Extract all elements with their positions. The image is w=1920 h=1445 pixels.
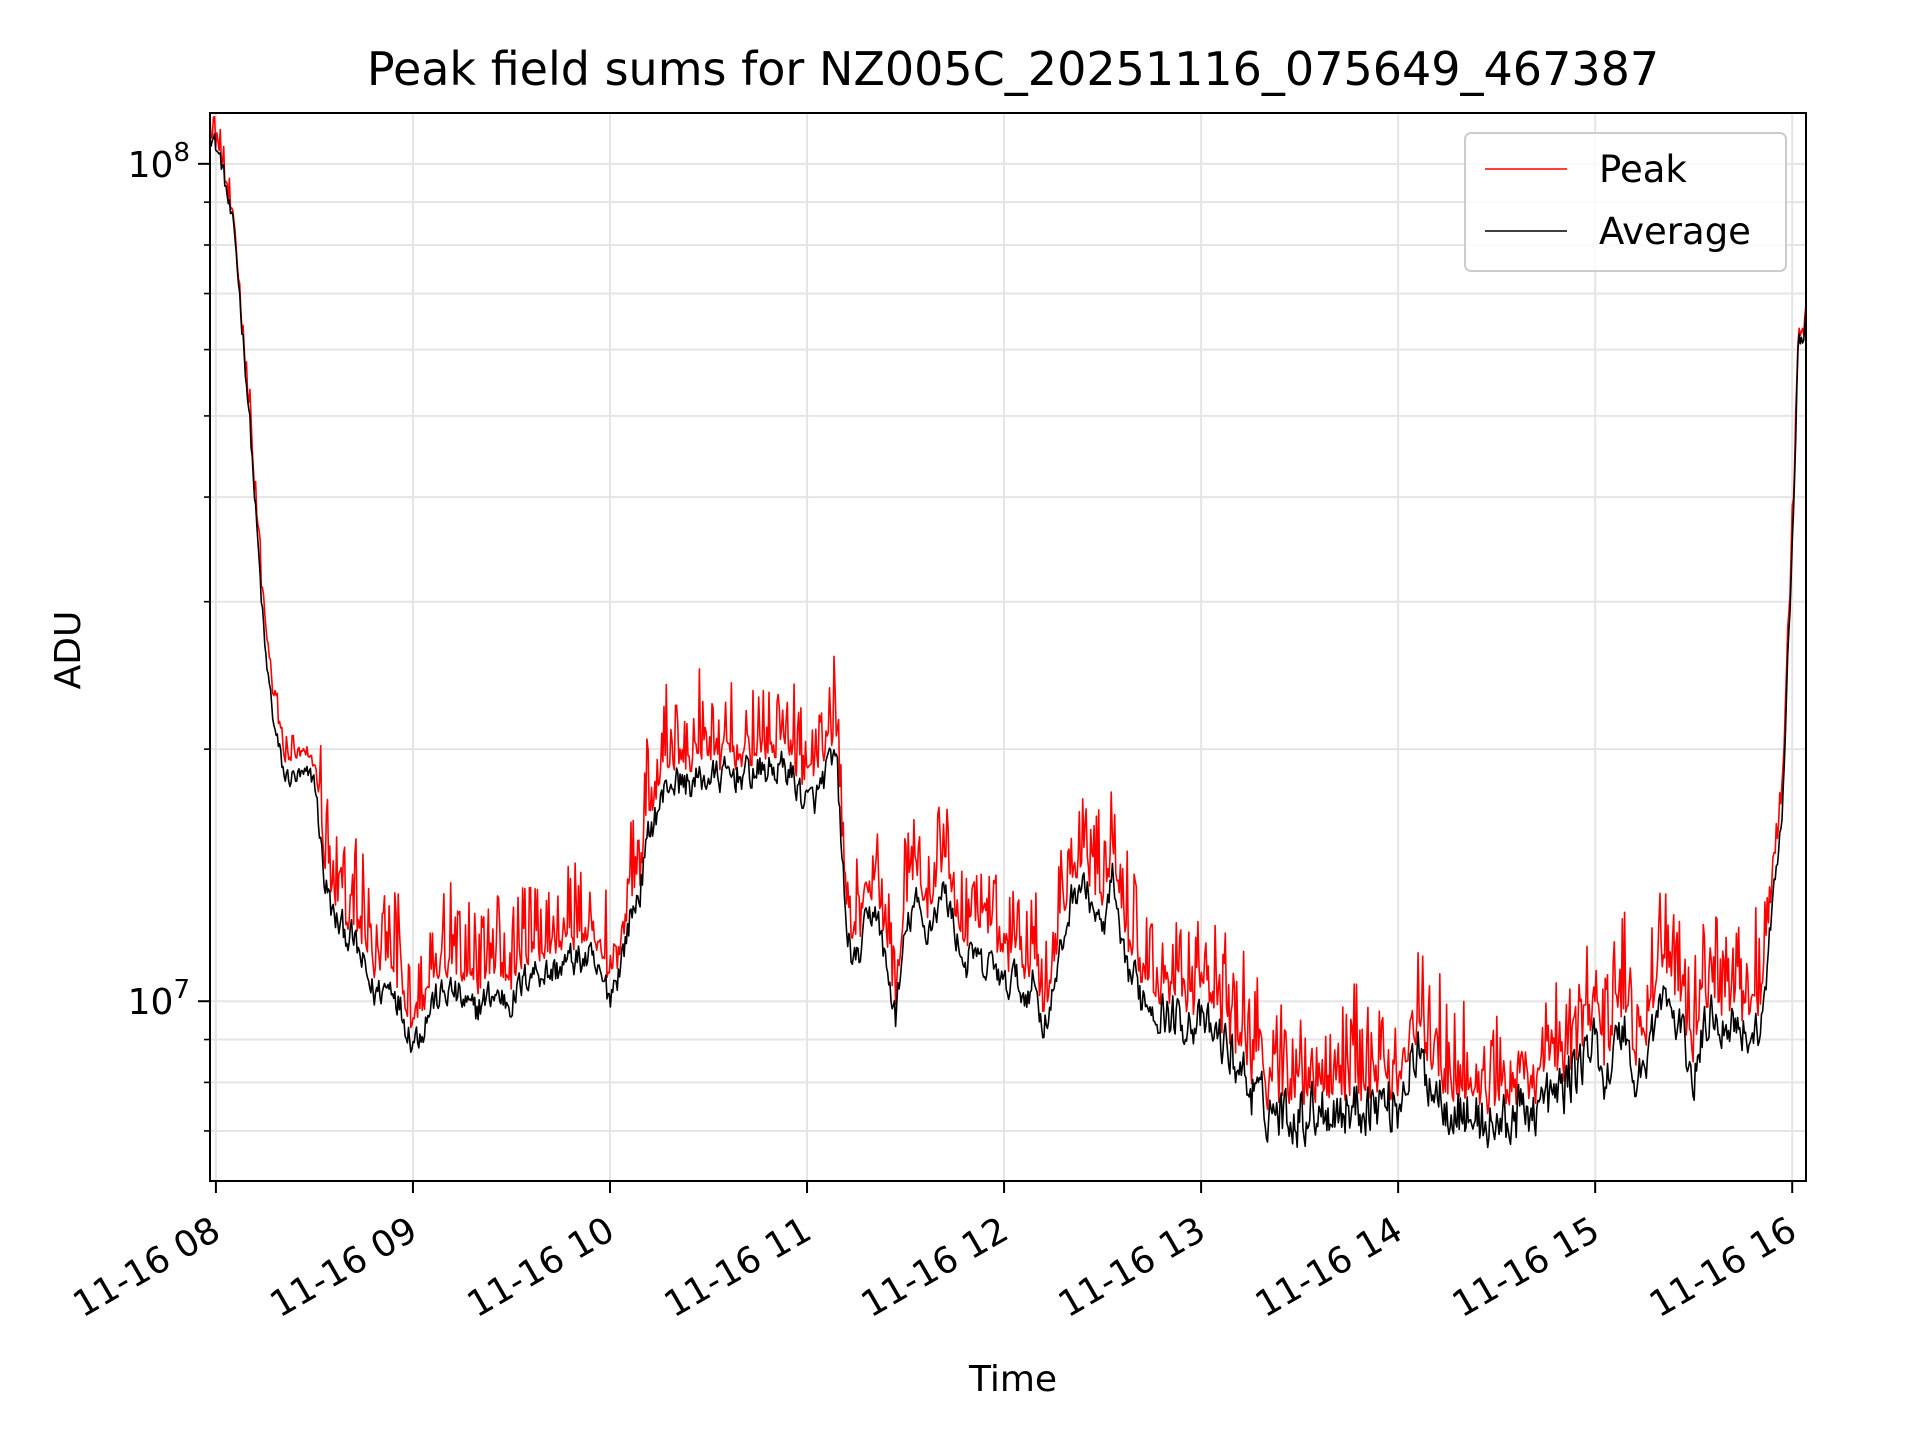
y-tick-label: 108 bbox=[128, 138, 190, 186]
y-tick-exponent: 8 bbox=[173, 138, 190, 168]
legend: Peak Average bbox=[1464, 132, 1787, 272]
legend-average-label: Average bbox=[1599, 210, 1751, 253]
x-axis-label: Time bbox=[968, 1359, 1057, 1400]
chart-title: Peak field sums for NZ005C_20251116_0756… bbox=[367, 42, 1659, 96]
y-axis-label: ADU bbox=[48, 611, 89, 690]
y-tick-base: 10 bbox=[128, 145, 174, 186]
y-tick-base: 10 bbox=[128, 982, 174, 1023]
legend-box bbox=[1464, 132, 1787, 272]
y-tick-exponent: 7 bbox=[173, 975, 190, 1005]
y-tick-label: 107 bbox=[128, 975, 190, 1023]
plot-frame bbox=[209, 112, 1807, 1182]
series-line-peak bbox=[209, 115, 1807, 1115]
series-layer bbox=[209, 115, 1807, 1149]
series-line-average bbox=[209, 133, 1807, 1149]
legend-peak-label: Peak bbox=[1599, 148, 1687, 191]
